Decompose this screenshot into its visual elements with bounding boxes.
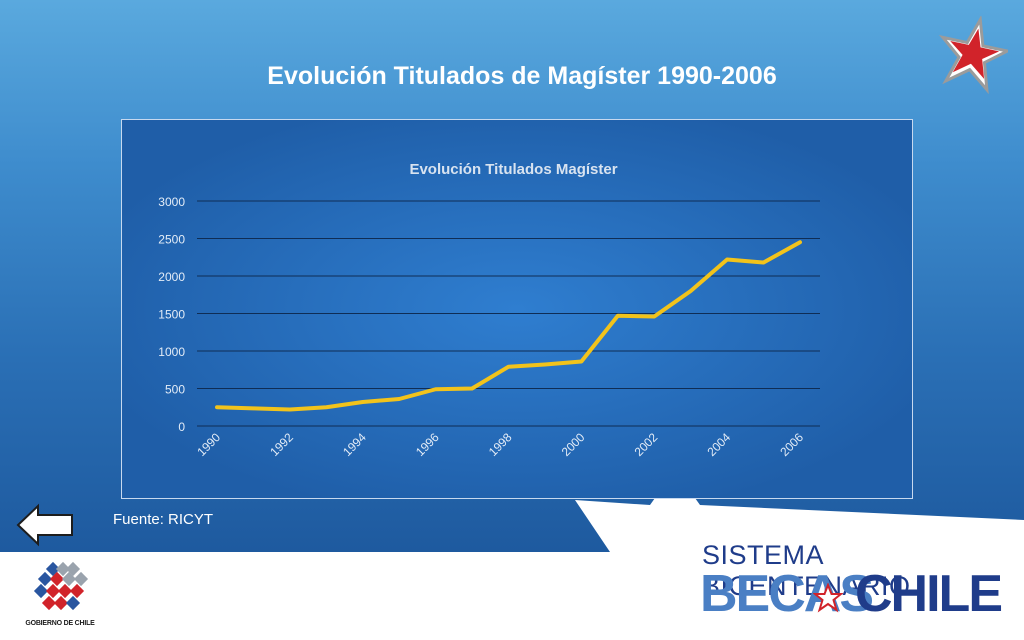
y-tick-label: 3000	[158, 195, 185, 209]
x-tick-label: 1992	[267, 430, 296, 459]
x-tick-label: 1990	[194, 430, 223, 459]
y-tick-label: 1000	[158, 345, 185, 359]
source-note: Fuente: RICYT	[113, 511, 214, 528]
x-tick-label: 2004	[704, 430, 733, 459]
slide-title: Evolución Titulados de Magíster 1990-200…	[267, 62, 777, 90]
program-chile: CHILE	[855, 565, 1003, 623]
chart-frame: Evolución Titulados Magíster 0 500 1000 1500…	[121, 119, 913, 499]
x-tick-label: 1996	[413, 430, 442, 459]
footer-band	[0, 552, 1024, 640]
left-arrow-icon[interactable]	[16, 503, 74, 547]
chart-title: Evolución Titulados Magíster	[409, 161, 617, 178]
y-tick-label: 2500	[158, 233, 185, 247]
program-line1: SISTEMA BICENTENARIO	[702, 540, 911, 601]
government-label: GOBIERNO DE CHILE	[25, 620, 95, 627]
x-tick-label: 1998	[486, 430, 515, 459]
x-tick-label: 1994	[340, 430, 369, 459]
slide-background: Evolución Titulados de Magíster 1990-200…	[0, 0, 1024, 552]
y-tick-label: 0	[178, 420, 185, 434]
program-becas: BECAS	[700, 565, 874, 623]
government-logo-icon	[33, 561, 89, 611]
star-logo-icon	[938, 16, 1008, 94]
line-chart: Evolución Titulados Magíster 0 500 1000 1500…	[158, 161, 820, 459]
becas-star-icon	[813, 583, 843, 613]
x-tick-label: 2000	[559, 430, 588, 459]
x-tick-label: 2006	[777, 430, 806, 459]
x-tick-label: 2002	[632, 430, 661, 459]
y-tick-label: 500	[165, 383, 185, 397]
series-line-0	[215, 240, 802, 412]
y-tick-label: 1500	[158, 308, 185, 322]
y-tick-label: 2000	[158, 270, 185, 284]
